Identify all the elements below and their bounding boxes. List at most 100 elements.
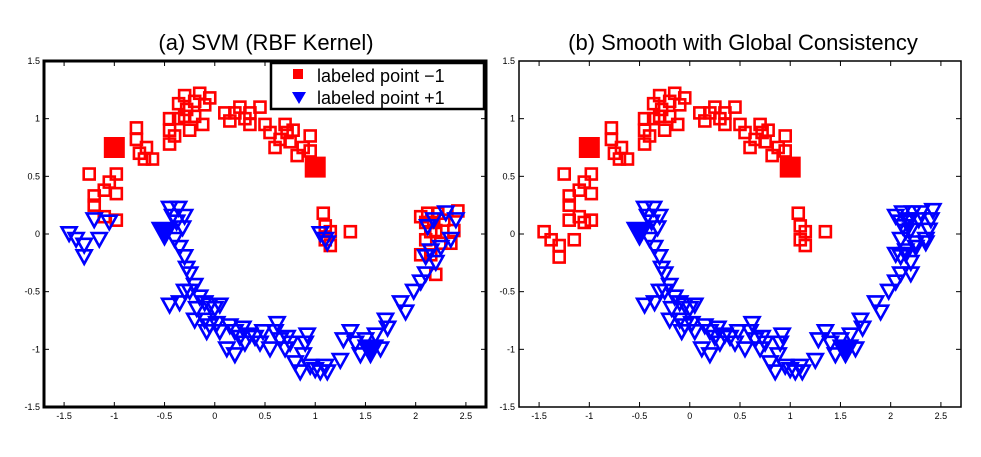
x-tick-label: 0.5 [259, 411, 272, 421]
labeled-point-positive [150, 221, 179, 247]
data-point-triangle [825, 347, 846, 365]
data-point-square [195, 117, 210, 132]
data-point-square [577, 215, 592, 230]
data-point-triangle [426, 254, 446, 273]
data-point-triangle [410, 274, 431, 292]
data-point-triangle [84, 212, 104, 230]
x-tick-label: -1 [110, 411, 118, 421]
data-point-triangle [330, 352, 351, 371]
y-tick-label: -1 [32, 344, 40, 354]
data-point-triangle [649, 208, 670, 227]
data-point-triangle [285, 355, 305, 373]
data-point-square [642, 129, 657, 143]
y-tick-label: 1.5 [502, 56, 515, 66]
data-point-triangle [235, 335, 255, 353]
data-point-square [263, 125, 277, 140]
data-point-triangle [305, 361, 325, 380]
data-point-square [109, 186, 124, 201]
data-point-square [604, 132, 619, 147]
x-tick-label: 2 [888, 411, 893, 421]
chart-title: (a) SVM (RBF Kernel) [158, 30, 373, 55]
data-point-triangle [899, 214, 919, 232]
legend-box [269, 61, 486, 111]
data-point-triangle [890, 266, 911, 284]
y-tick-label: -1.5 [499, 402, 515, 412]
legend-entry-label: labeled point +1 [317, 88, 445, 108]
data-point-square [82, 167, 97, 181]
data-point-square [182, 123, 197, 137]
data-point-triangle [840, 327, 861, 345]
y-tick-label: 1.5 [27, 56, 40, 66]
data-point-triangle [735, 341, 755, 359]
data-point-square [187, 109, 202, 124]
data-point-triangle [196, 323, 217, 342]
x-tick-label: 0 [687, 411, 692, 421]
y-tick-label: 0 [510, 229, 515, 239]
data-point-triangle [415, 266, 436, 284]
data-point-square [303, 129, 318, 143]
data-point-triangle [267, 315, 287, 334]
panel-b: (b) Smooth with Global Consistency -1.5-… [499, 30, 962, 421]
data-point-square [129, 132, 144, 147]
data-point-triangle [240, 327, 260, 345]
data-point-square [584, 167, 599, 181]
data-point-triangle [901, 254, 921, 273]
data-point-square [202, 91, 217, 105]
data-point-triangle [280, 335, 300, 353]
y-tick-label: -1 [507, 344, 515, 354]
data-point-triangle [174, 283, 195, 302]
data-point-triangle [186, 300, 207, 319]
x-tick-label: 1 [313, 411, 318, 421]
data-point-triangle [671, 323, 692, 342]
data-point-triangle [906, 235, 926, 253]
data-point-square [818, 224, 833, 239]
y-tick-label: 1 [35, 114, 40, 124]
labeled-points-group [578, 137, 860, 365]
data-point-triangle [317, 235, 338, 253]
data-point-triangle [805, 352, 826, 371]
x-tick-label: 1.5 [359, 411, 372, 421]
data-point-triangle [169, 239, 190, 258]
data-point-triangle [649, 283, 670, 302]
data-point-triangle [317, 364, 338, 382]
data-point-triangle [808, 332, 829, 350]
data-point-triangle [728, 323, 748, 342]
data-point-triangle [644, 239, 665, 258]
data-point-triangle [390, 295, 411, 313]
data-point-triangle [184, 312, 205, 330]
labeled-point-positive [625, 221, 654, 247]
data-point-square [657, 123, 672, 137]
data-point-triangle [643, 200, 664, 219]
data-point-triangle [885, 246, 906, 265]
data-point-triangle [649, 249, 670, 267]
data-point-square [87, 198, 102, 212]
data-point-triangle [164, 231, 185, 250]
x-tick-label: 1 [788, 411, 793, 421]
data-point-triangle [870, 304, 891, 322]
data-point-triangle [89, 231, 110, 250]
data-point-triangle [919, 222, 939, 240]
legend-triangle-marker [292, 92, 306, 104]
data-point-triangle [159, 297, 180, 315]
data-point-triangle [885, 274, 906, 292]
labeled-point-positive [356, 339, 385, 365]
data-point-triangle [168, 200, 189, 219]
data-point-square [738, 125, 752, 140]
y-tick-label: -1.5 [24, 402, 40, 412]
x-tick-label: -1.5 [531, 411, 547, 421]
data-point-triangle [159, 200, 180, 219]
data-point-triangle [199, 297, 220, 315]
data-point-triangle [659, 312, 680, 330]
data-point-triangle [225, 347, 245, 365]
y-tick-label: -0.5 [24, 287, 40, 297]
x-tick-label: 2 [413, 411, 418, 421]
y-tick-label: 1 [510, 114, 515, 124]
x-tick-label: 1.5 [834, 411, 847, 421]
data-point-triangle [174, 249, 195, 267]
legend-square-marker [293, 69, 303, 79]
ticks-group: -1.5 -1 -0.5 0 0.5 1 1.5 2 2.5 1.5 1 0.5 0 -0.5 -1 -1.5 [499, 56, 961, 421]
labeled-point-negative [779, 156, 801, 178]
data-point-triangle [74, 237, 94, 255]
data-point-triangle [892, 205, 913, 223]
